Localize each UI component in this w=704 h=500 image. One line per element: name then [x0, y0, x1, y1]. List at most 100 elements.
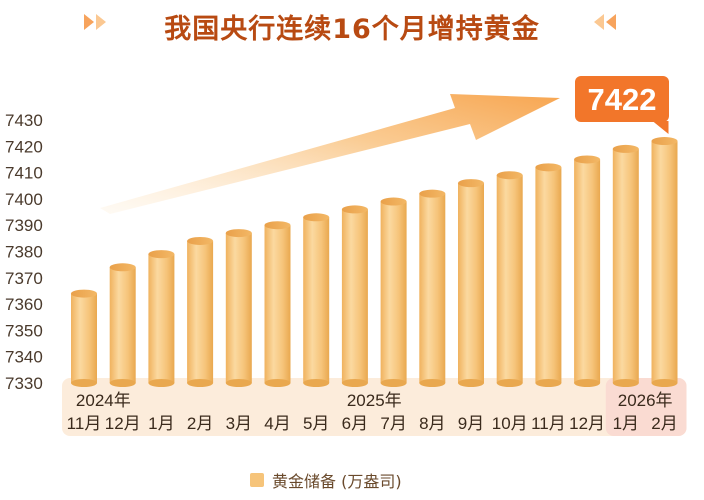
bar-chart: 7330 7340 7350 7360 7370 7380 7390 7400 7410 7420…	[5, 76, 687, 436]
month-label: 7月	[380, 414, 406, 433]
bar	[109, 263, 136, 387]
month-label: 2月	[187, 414, 213, 433]
bar-body	[458, 183, 484, 383]
bar-body	[651, 141, 678, 383]
bar-body	[264, 225, 291, 383]
bar-body	[187, 240, 214, 383]
y-tick-label: 7340	[5, 348, 43, 367]
bar-body	[574, 159, 601, 383]
bar-top	[71, 289, 97, 298]
bar-bottom	[148, 379, 175, 387]
bar	[535, 163, 562, 387]
chevron-right-icon	[84, 14, 106, 30]
bar-top	[419, 189, 446, 198]
month-label: 5月	[303, 414, 329, 433]
year-label: 2026年	[618, 391, 673, 410]
y-tick-label: 7370	[5, 269, 43, 288]
bar	[225, 229, 252, 387]
bar	[303, 213, 330, 387]
month-label: 11月	[531, 414, 566, 433]
bar-bottom	[535, 379, 562, 387]
bar-bottom	[380, 379, 407, 387]
bar-top	[458, 179, 484, 188]
chart-title: 我国央行连续16个月增持黄金	[164, 13, 540, 45]
bar-body	[496, 175, 523, 383]
bar	[651, 137, 678, 387]
bar-body	[303, 217, 330, 383]
bar-body	[341, 209, 368, 383]
value-callout: 7422	[575, 76, 669, 134]
legend: 黄金储备 (万盎司)	[250, 468, 402, 492]
y-tick-label: 7390	[5, 216, 43, 235]
y-tick-label: 7410	[5, 164, 43, 183]
month-label: 6月	[342, 414, 368, 433]
y-tick-label: 7350	[5, 321, 43, 340]
bar-bottom	[187, 379, 214, 387]
bar-top	[303, 213, 330, 222]
month-label: 8月	[419, 414, 445, 433]
trend-arrow	[100, 94, 560, 214]
bar-bottom	[303, 379, 330, 387]
year-label: 2024年	[76, 391, 131, 410]
y-tick-label: 7360	[5, 295, 43, 314]
month-label: 4月	[264, 414, 290, 433]
bar	[612, 144, 639, 387]
bar-bottom	[496, 379, 523, 387]
bar-bottom	[612, 379, 639, 387]
y-tick-label: 7420	[5, 137, 43, 156]
bar-bottom	[574, 379, 601, 387]
y-tick-label: 7330	[5, 374, 43, 393]
bar-body	[535, 167, 562, 383]
bar-body	[71, 293, 97, 383]
bar-top	[496, 171, 523, 180]
month-label: 10月	[492, 414, 528, 433]
bar-bottom	[341, 379, 368, 387]
callout-label: 7422	[588, 82, 657, 117]
bar-body	[148, 254, 175, 383]
bar	[380, 197, 407, 387]
month-label: 1月	[613, 414, 639, 433]
bar-top	[187, 236, 214, 245]
month-label: 2月	[651, 414, 677, 433]
bar-top	[148, 250, 175, 259]
bar	[496, 171, 523, 387]
bar-bottom	[458, 379, 484, 387]
bar-top	[264, 221, 291, 230]
bar	[264, 221, 291, 387]
bar-body	[419, 193, 446, 383]
bar	[458, 179, 484, 387]
bar-top	[341, 205, 368, 214]
bar	[419, 189, 446, 387]
bar-top	[574, 155, 601, 164]
bar-bottom	[109, 379, 136, 387]
bar-bottom	[651, 379, 678, 387]
bar	[341, 205, 368, 387]
month-label: 1月	[148, 414, 174, 433]
bar-bottom	[225, 379, 252, 387]
bar	[148, 250, 175, 387]
bar-top	[380, 197, 407, 206]
bar-body	[380, 201, 407, 383]
legend-label: 黄金储备 (万盎司)	[272, 472, 402, 491]
x-axis-band-highlight	[605, 378, 687, 436]
bar	[574, 155, 601, 387]
bar-body	[109, 267, 136, 383]
bar-body	[225, 233, 252, 383]
x-axis-band	[62, 378, 687, 436]
year-label: 2025年	[347, 391, 402, 410]
y-tick-label: 7380	[5, 243, 43, 262]
month-label: 9月	[458, 414, 484, 433]
month-label: 11月	[67, 414, 102, 433]
callout-box	[575, 76, 669, 122]
bar-bottom	[419, 379, 446, 387]
chevron-left-icon	[594, 14, 616, 30]
bar	[71, 289, 97, 387]
bar-body	[612, 148, 639, 383]
legend-swatch	[250, 473, 264, 487]
bar-top	[651, 137, 678, 146]
bar-bottom	[264, 379, 291, 387]
bar-top	[535, 163, 562, 172]
bar-top	[109, 263, 136, 272]
month-label: 12月	[105, 414, 141, 433]
month-label: 3月	[226, 414, 252, 433]
